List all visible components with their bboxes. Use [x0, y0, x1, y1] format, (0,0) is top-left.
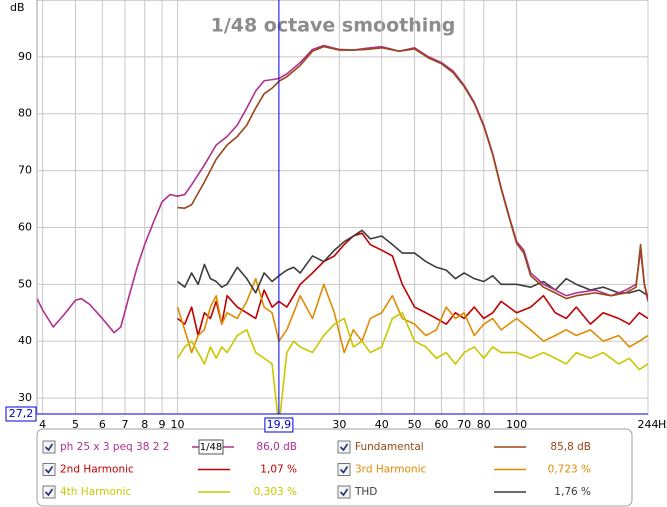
- legend-checkbox[interactable]: [337, 463, 351, 476]
- x-tick-label: 6: [99, 418, 106, 431]
- series-line: [176, 311, 648, 414]
- x-tick-label: 50: [408, 418, 422, 431]
- x-tick-label: 30: [332, 418, 346, 431]
- legend-box: [36, 428, 633, 507]
- x-unit: Hz: [658, 418, 667, 431]
- legend-label: 3rd Harmonic: [355, 464, 427, 476]
- plot-area: [36, 0, 649, 415]
- x-tick-label: 80: [477, 418, 491, 431]
- series-line: [37, 44, 648, 334]
- legend-label: Fundamental: [355, 441, 424, 453]
- checkmark: [339, 466, 349, 474]
- checkmark: [44, 488, 54, 497]
- legend-value: 86,0 dB: [256, 441, 297, 453]
- y-tick-label: 90: [18, 50, 32, 63]
- legend-label: 2nd Harmonic: [60, 464, 134, 476]
- cursor-y-label: 27,2: [9, 407, 34, 420]
- chart-title: 1/48 octave smoothing: [211, 15, 456, 37]
- y-tick-label: 80: [18, 107, 32, 120]
- legend-checkbox[interactable]: [337, 440, 351, 454]
- y-tick-label: 40: [18, 334, 32, 347]
- x-tick-label: 100: [506, 418, 527, 431]
- smoothing-box: [198, 439, 224, 455]
- x-tick-label: 60: [434, 418, 448, 431]
- x-tick-label: 10: [171, 418, 185, 431]
- legend-checkbox[interactable]: [42, 485, 56, 499]
- y-unit: dB: [10, 1, 25, 14]
- legend-label: THD: [354, 486, 377, 498]
- legend-checkbox[interactable]: [42, 440, 56, 454]
- checkmark: [339, 443, 349, 452]
- x-tick-label: 4: [39, 418, 46, 431]
- cursor-label-box: [264, 417, 294, 433]
- x-tick-label: 5: [72, 418, 79, 431]
- legend-label: ph 25 x 3 peq 38 2 2: [60, 441, 169, 453]
- checkmark: [339, 488, 349, 497]
- legend-checkbox[interactable]: [42, 463, 56, 476]
- legend-value: 0,303 %: [254, 486, 297, 498]
- series-layer: [37, 44, 648, 414]
- y-tick-label: 50: [18, 277, 32, 290]
- checkmark: [44, 466, 54, 474]
- x-tick-label: 8: [141, 418, 148, 431]
- cursor-x-label: 19,9: [267, 418, 292, 431]
- x-tick-label: 70: [457, 418, 471, 431]
- series-line: [177, 232, 648, 337]
- x-tick-label: 7: [122, 418, 129, 431]
- x-tick-label: 40: [375, 418, 389, 431]
- x-tick-label: 9: [159, 418, 166, 431]
- smoothing-label: 1/48: [200, 442, 222, 453]
- legend-checkbox[interactable]: [337, 485, 351, 499]
- legend-label: 4th Harmonic: [60, 486, 131, 498]
- legend-value: 85,8 dB: [550, 441, 591, 453]
- checkmark: [44, 443, 54, 452]
- series-line: [177, 45, 648, 300]
- legend-value: 0,723 %: [548, 464, 591, 476]
- legend-value: 1,07 %: [260, 464, 297, 476]
- series-line: [176, 277, 648, 354]
- x-tick-label: 244: [638, 418, 659, 431]
- y-tick-label: 70: [18, 164, 32, 177]
- y-tick-label: 60: [18, 220, 32, 233]
- legend-value: 1,76 %: [554, 486, 591, 498]
- cursor-label-box: [5, 406, 37, 422]
- y-tick-label: 30: [18, 391, 32, 404]
